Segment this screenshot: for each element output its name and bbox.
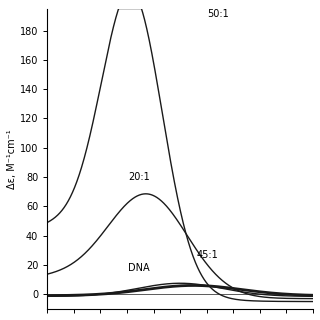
Text: 50:1: 50:1 [207, 9, 228, 19]
Text: 20:1: 20:1 [128, 172, 150, 182]
Text: 45:1: 45:1 [196, 250, 218, 260]
Y-axis label: Δε, M⁻¹cm⁻¹: Δε, M⁻¹cm⁻¹ [7, 129, 17, 188]
Text: DNA: DNA [128, 263, 150, 273]
